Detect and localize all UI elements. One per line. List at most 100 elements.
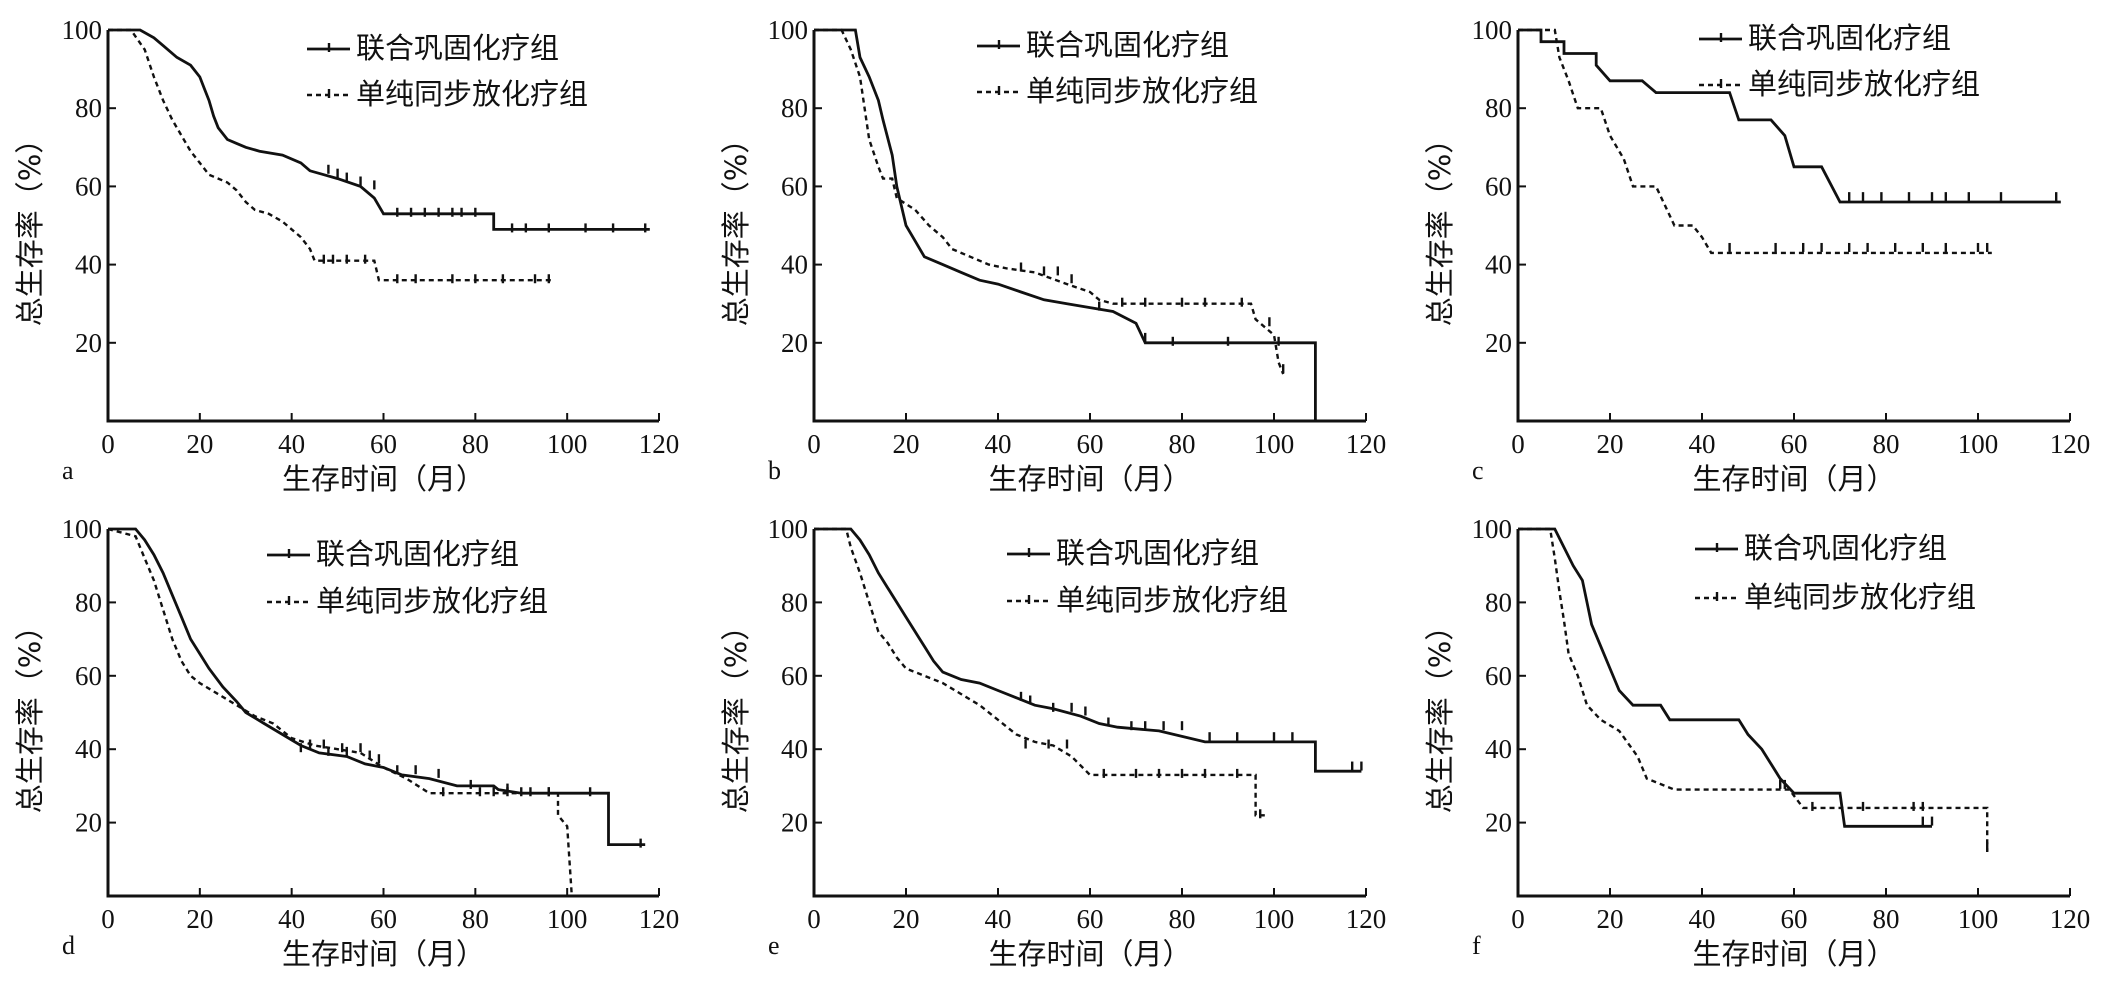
panel-f-ytick-label-60: 60: [1485, 661, 1512, 691]
panel-b-xtick-label-0: 0: [807, 429, 821, 459]
panel-b-series-2-line: [814, 28, 1285, 375]
panel-d-ytick-label-60: 60: [75, 661, 102, 691]
panel-b-xtick-label-120: 120: [1346, 429, 1387, 459]
panel-c-xlabel: 生存时间（月）: [1692, 462, 1895, 496]
panel-d-series-1-line: [108, 527, 646, 846]
panel-d-ytick-label-100: 100: [62, 514, 103, 544]
panel-c-series-1-legend-label: 联合巩固化疗组: [1748, 21, 1951, 55]
panel-e-xtick-label-120: 120: [1346, 904, 1387, 934]
panel-a-series-2-legend-label: 单纯同步放化疗组: [356, 77, 588, 111]
panel-c-series-2-line: [1518, 28, 1992, 255]
panel-e-xlabel: 生存时间（月）: [988, 937, 1191, 971]
panel-b-xlabel: 生存时间（月）: [988, 462, 1191, 496]
panel-f-ytick-label-80: 80: [1485, 587, 1512, 617]
panel-c: 0 20 40 60 80 100 120 20 40 60 80 100 生存时间（月） 总生存率（%）…: [1423, 15, 2090, 496]
panel-e-ytick-label-60: 60: [781, 661, 808, 691]
panel-e-xtick-label-100: 100: [1254, 904, 1295, 934]
panel-c-ytick-label-80: 80: [1485, 93, 1512, 123]
panel-a-letter: a: [62, 456, 74, 485]
panel-d-xtick-label-20: 20: [186, 904, 213, 934]
panel-d-series-2-line: [107, 527, 573, 897]
panel-a-series-2-line: [108, 28, 554, 282]
panel-e-ytick-label-100: 100: [768, 514, 809, 544]
panel-b-series-1-line: [814, 28, 1317, 421]
panel-a-xtick-label-60: 60: [370, 429, 397, 459]
panel-f-xtick-label-0: 0: [1511, 904, 1525, 934]
panel-d-series-1-legend-label: 联合巩固化疗组: [316, 537, 519, 571]
panel-f-series-2-legend-label: 单纯同步放化疗组: [1744, 580, 1976, 614]
panel-c-series-2-legend-label: 单纯同步放化疗组: [1748, 67, 1980, 101]
panel-b-ytick-label-80: 80: [781, 93, 808, 123]
panel-b: 0 20 40 60 80 100 120 20 40 60 80 100 生存时间（月） 总生存率（%）…: [719, 15, 1386, 496]
panel-b-ytick-label-40: 40: [781, 250, 808, 280]
panel-f-xlabel: 生存时间（月）: [1692, 937, 1895, 971]
panel-a-ytick-label-20: 20: [75, 328, 102, 358]
panel-a-ytick-label-80: 80: [75, 93, 102, 123]
panel-d: 0 20 40 60 80 100 120 20 40 60 80 100 生存时间（月） 总生存率（%）…: [13, 514, 679, 971]
panel-a-series-1-legend-label: 联合巩固化疗组: [356, 31, 559, 65]
panel-f-xtick-label-80: 80: [1873, 904, 1900, 934]
panel-c-ytick-label-60: 60: [1485, 171, 1512, 201]
panel-e-xtick-label-80: 80: [1169, 904, 1196, 934]
panel-d-xtick-label-0: 0: [101, 904, 115, 934]
panel-a-series-1-line: [108, 28, 650, 231]
panel-f-ytick-label-40: 40: [1485, 734, 1512, 764]
panel-c-ytick-label-20: 20: [1485, 328, 1512, 358]
panel-b-series-2-legend-label: 单纯同步放化疗组: [1026, 74, 1258, 108]
panel-b-xtick-label-100: 100: [1254, 429, 1295, 459]
panel-b-ytick-label-60: 60: [781, 171, 808, 201]
panel-f-xtick-label-40: 40: [1689, 904, 1716, 934]
panel-c-series-1-line: [1518, 28, 2061, 204]
panel-a-ytick-label-60: 60: [75, 171, 102, 201]
panel-a-ytick-label-40: 40: [75, 250, 102, 280]
panel-e-series-2-line: [814, 527, 1265, 817]
panel-c-xtick-label-40: 40: [1689, 429, 1716, 459]
panel-e-xtick-label-0: 0: [807, 904, 821, 934]
panel-b-xtick-label-20: 20: [893, 429, 920, 459]
panel-c-ylabel: 总生存率（%）: [1423, 125, 1457, 327]
panel-a-xtick-label-0: 0: [101, 429, 115, 459]
panel-f-letter: f: [1472, 931, 1481, 960]
panel-e-ytick-label-20: 20: [781, 808, 808, 838]
panel-a-xtick-label-40: 40: [278, 429, 305, 459]
panel-e-series-1-line: [814, 527, 1362, 773]
panel-c-letter: c: [1472, 456, 1484, 485]
panel-b-ytick-label-20: 20: [781, 328, 808, 358]
panel-f-xtick-label-120: 120: [2050, 904, 2091, 934]
panel-a-xtick-label-20: 20: [186, 429, 213, 459]
panel-e-ytick-label-80: 80: [781, 587, 808, 617]
panel-e-xtick-label-20: 20: [893, 904, 920, 934]
panel-f-xtick-label-20: 20: [1597, 904, 1624, 934]
panel-f-xtick-label-60: 60: [1781, 904, 1808, 934]
panel-e-letter: e: [768, 931, 780, 960]
panel-c-xtick-label-20: 20: [1597, 429, 1624, 459]
panel-b-xtick-label-60: 60: [1077, 429, 1104, 459]
panel-d-xtick-label-80: 80: [462, 904, 489, 934]
panel-c-ytick-label-100: 100: [1472, 15, 1513, 45]
panel-e-series-1-legend-label: 联合巩固化疗组: [1056, 536, 1259, 570]
panel-b-series-1-legend-label: 联合巩固化疗组: [1026, 28, 1229, 62]
panel-b-ylabel: 总生存率（%）: [719, 125, 753, 327]
panel-a-xtick-label-80: 80: [462, 429, 489, 459]
panel-a-xtick-label-120: 120: [639, 429, 680, 459]
panel-c-xtick-label-0: 0: [1511, 429, 1525, 459]
panel-a-ytick-label-100: 100: [62, 15, 103, 45]
panel-d-series-2-legend-label: 单纯同步放化疗组: [316, 584, 548, 618]
panel-a-xtick-label-100: 100: [547, 429, 588, 459]
panel-a-xlabel: 生存时间（月）: [282, 462, 485, 496]
panel-a: 0 20 40 60 80 100 120 20 40 60 80 100 生存时间（月） 总生存率（%）…: [13, 15, 679, 496]
panel-c-xtick-label-100: 100: [1958, 429, 1999, 459]
panel-c-xtick-label-60: 60: [1781, 429, 1808, 459]
panel-d-xtick-label-60: 60: [370, 904, 397, 934]
panel-d-xtick-label-100: 100: [547, 904, 588, 934]
panel-e-xtick-label-40: 40: [985, 904, 1012, 934]
panel-e-series-2-legend-label: 单纯同步放化疗组: [1056, 583, 1288, 617]
panel-e-ylabel: 总生存率（%）: [719, 612, 753, 814]
panel-f-xtick-label-100: 100: [1958, 904, 1999, 934]
panel-f-ytick-label-20: 20: [1485, 808, 1512, 838]
panel-d-xtick-label-120: 120: [639, 904, 680, 934]
panel-c-ytick-label-40: 40: [1485, 250, 1512, 280]
panel-d-ytick-label-80: 80: [75, 587, 102, 617]
